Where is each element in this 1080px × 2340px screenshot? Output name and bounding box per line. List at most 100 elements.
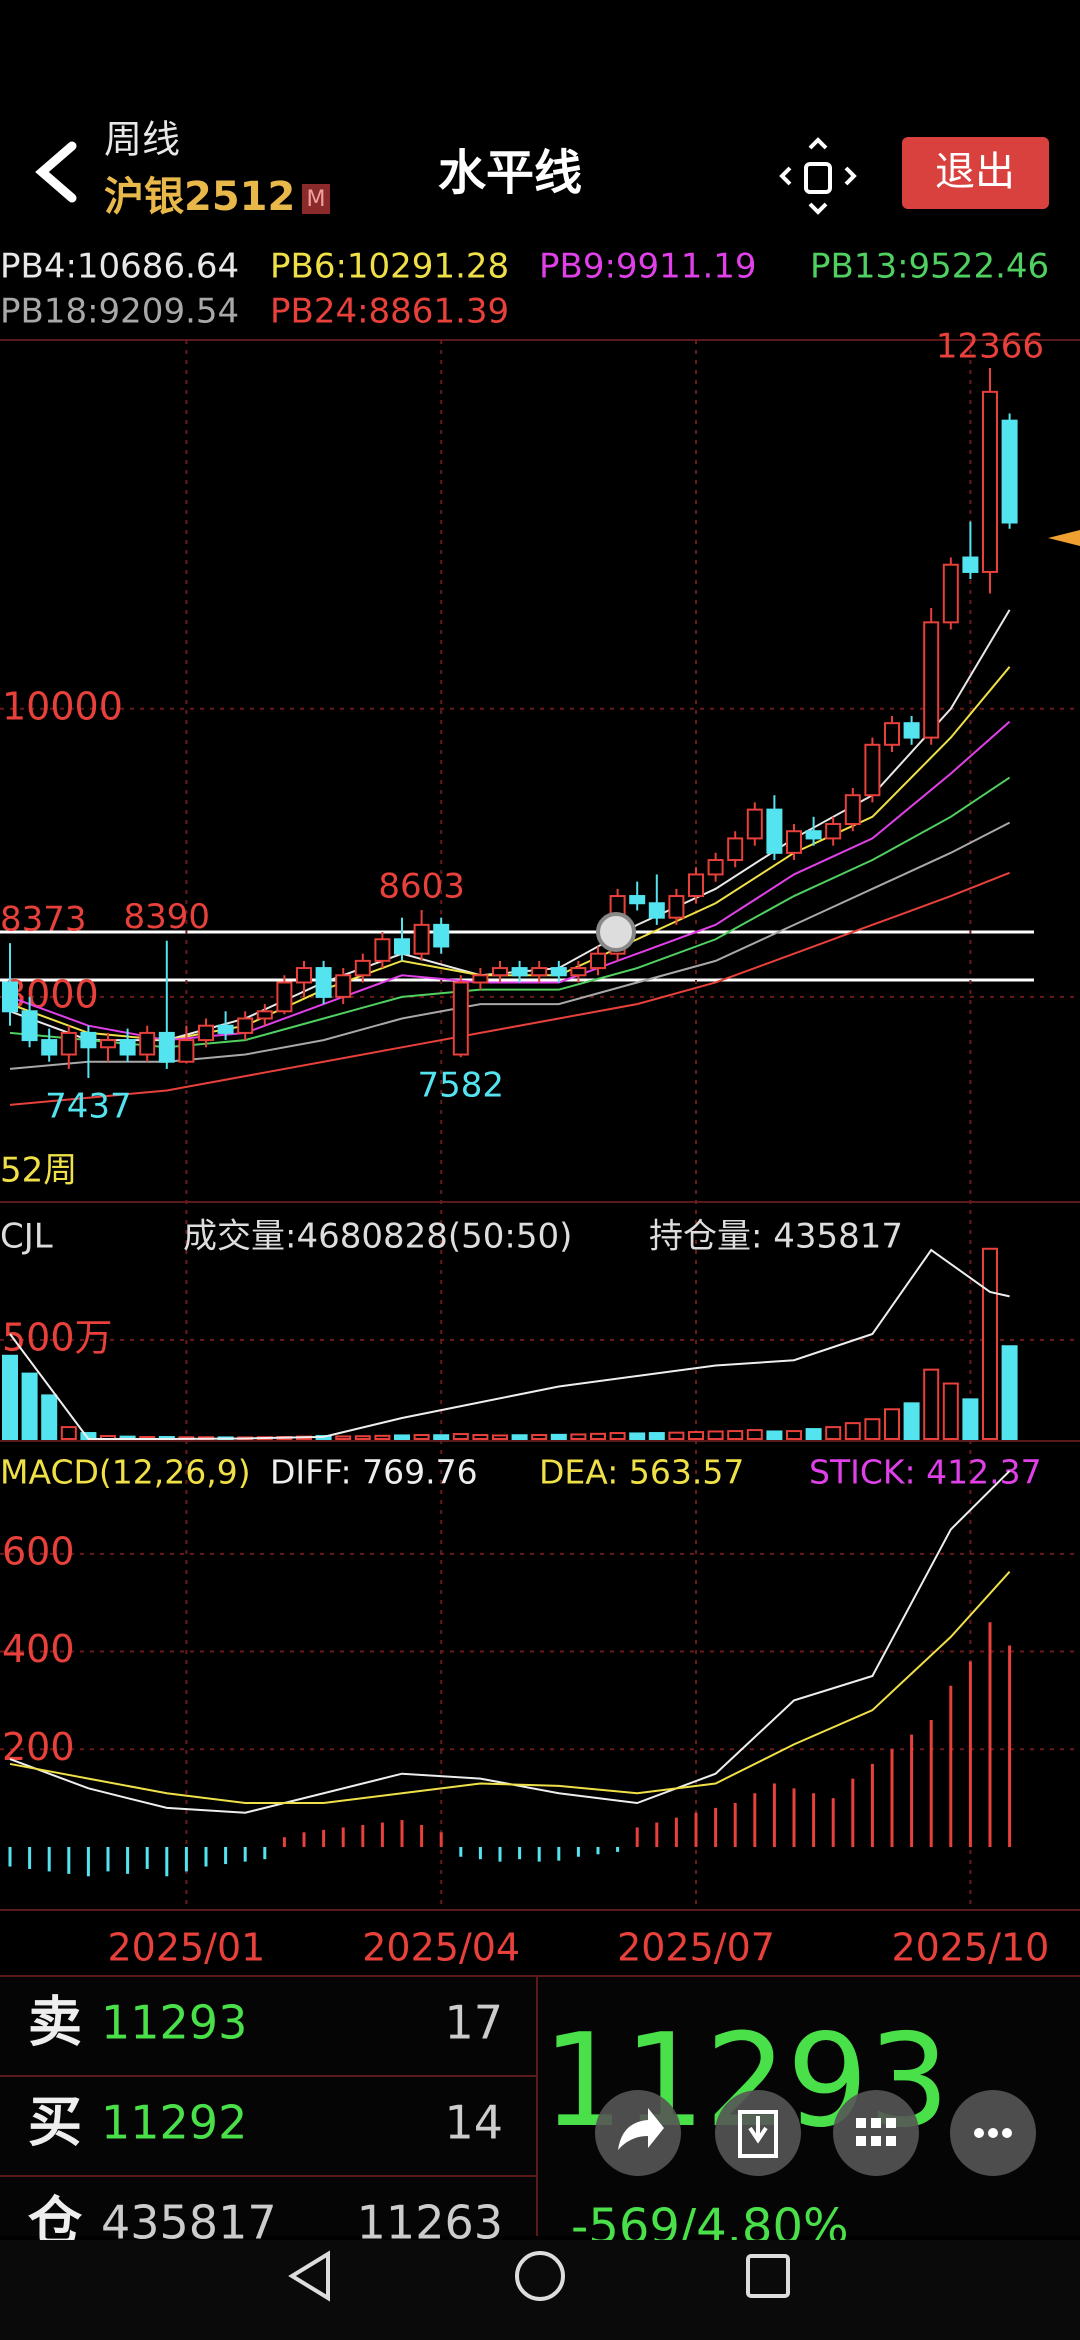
candle-body [825, 823, 842, 840]
candle-body [394, 938, 410, 955]
grid-button[interactable] [833, 2090, 919, 2176]
symbol: 沪银2512 [104, 174, 295, 220]
nav-home[interactable] [515, 2251, 565, 2301]
candle-body [786, 830, 802, 854]
indicator-label: PB9:9911.19 [539, 247, 757, 287]
indicator-label: PB6:10291.28 [270, 247, 509, 287]
nav-back[interactable] [288, 2250, 330, 2302]
stick-text: STICK: 412.37 [809, 1453, 1042, 1492]
candle-body [903, 722, 920, 739]
candle-body [805, 830, 822, 840]
y-tick-label: 400 [2, 1627, 75, 1671]
candle-body [962, 556, 979, 573]
volume-bar [844, 1422, 861, 1440]
candle-body [21, 1010, 38, 1042]
volume-bar [550, 1433, 567, 1440]
candle-body [237, 1017, 254, 1034]
x-tick-label: 2025/07 [617, 1926, 775, 1970]
candle-body [923, 621, 940, 739]
quote-side: 买 [28, 2091, 82, 2154]
diff-line [9, 1470, 1011, 1814]
period-label: 52周 [0, 1151, 77, 1191]
volume-bar [335, 1435, 352, 1440]
volume-bar [511, 1434, 528, 1441]
volume-bar [903, 1402, 920, 1441]
volume-bar [492, 1434, 508, 1440]
candle-body [433, 923, 450, 948]
candle-body [942, 563, 959, 624]
candle-body [550, 967, 567, 977]
move-icon[interactable] [779, 137, 857, 215]
volume-bar [648, 1432, 665, 1441]
x-tick-label: 2025/04 [362, 1926, 520, 1970]
volume-bar [609, 1432, 626, 1441]
volume-bar [707, 1430, 724, 1441]
volume-bar [41, 1394, 58, 1441]
volume-bar [374, 1434, 391, 1440]
quote-price: 11292 [101, 2096, 247, 2150]
volume-bar [2, 1354, 18, 1440]
volume-bar [413, 1434, 430, 1441]
candle-body [296, 967, 312, 984]
candle-body [374, 938, 391, 962]
candle-body [80, 1031, 97, 1049]
volume-bar [354, 1435, 371, 1441]
extreme-label: 8603 [378, 867, 465, 907]
y-tick-label: 500万 [2, 1315, 113, 1359]
volume-bar [1001, 1345, 1018, 1440]
quote-row: 卖 11293 17 [28, 1991, 503, 2054]
volume-bar [688, 1431, 704, 1440]
y-tick-label: 200 [2, 1725, 75, 1769]
download-icon [738, 2110, 778, 2158]
candle-body [844, 794, 861, 826]
quote-price: 11293 [101, 1996, 247, 2050]
share-icon [618, 2108, 664, 2150]
volume-bar [942, 1382, 959, 1441]
price-pointer [1048, 530, 1080, 546]
quote-row: 买 11292 14 [28, 2091, 503, 2154]
candle-body [570, 967, 587, 977]
volume-bar [923, 1368, 940, 1441]
candle-body [335, 974, 352, 998]
volume-bar [433, 1434, 450, 1441]
volume-bar [746, 1429, 763, 1440]
more-dot [988, 2128, 998, 2138]
volume-bar [590, 1432, 606, 1440]
candle-body [217, 1024, 234, 1034]
candle-body [668, 895, 685, 919]
candle-body [256, 1010, 273, 1020]
extreme-label: 8373 [0, 900, 87, 940]
exit-label[interactable]: 退出 [935, 149, 1015, 195]
plots: PB4:10686.64 PB6:10291.28 PB9:9911.19 PB13:… [0, 247, 1080, 1970]
exit-button[interactable] [902, 137, 1049, 209]
dea-text: DEA: 563.57 [539, 1453, 744, 1492]
candle-body [276, 981, 293, 1013]
candle-body [492, 967, 508, 977]
candle-body [354, 959, 371, 977]
extreme-label: 7437 [45, 1086, 132, 1126]
volume-bar [452, 1433, 469, 1441]
more-dot [974, 2128, 984, 2138]
more-dot [1002, 2128, 1012, 2138]
candle-body [531, 967, 548, 977]
dea-line [9, 1570, 1011, 1805]
indicator-label: PB13:9522.46 [810, 247, 1049, 287]
volume-bar [472, 1434, 489, 1441]
volume-bar [825, 1426, 842, 1441]
candle-body [158, 1031, 175, 1063]
back-button[interactable] [35, 141, 77, 203]
line-handle[interactable] [596, 912, 636, 952]
candle-body [139, 1031, 156, 1056]
x-tick-label: 2025/01 [107, 1926, 265, 1970]
volume-text: 成交量:4680828(50:50) [183, 1217, 572, 1257]
candle-body [100, 1039, 116, 1049]
volume-bar [766, 1430, 783, 1441]
nav-recent[interactable] [746, 2254, 790, 2298]
quote-qty: 14 [444, 2096, 503, 2150]
volume-bar [531, 1434, 548, 1441]
candle-body [119, 1039, 136, 1056]
candle-body [472, 974, 489, 984]
volume-bar [394, 1434, 410, 1440]
action-buttons [595, 2090, 1036, 2176]
